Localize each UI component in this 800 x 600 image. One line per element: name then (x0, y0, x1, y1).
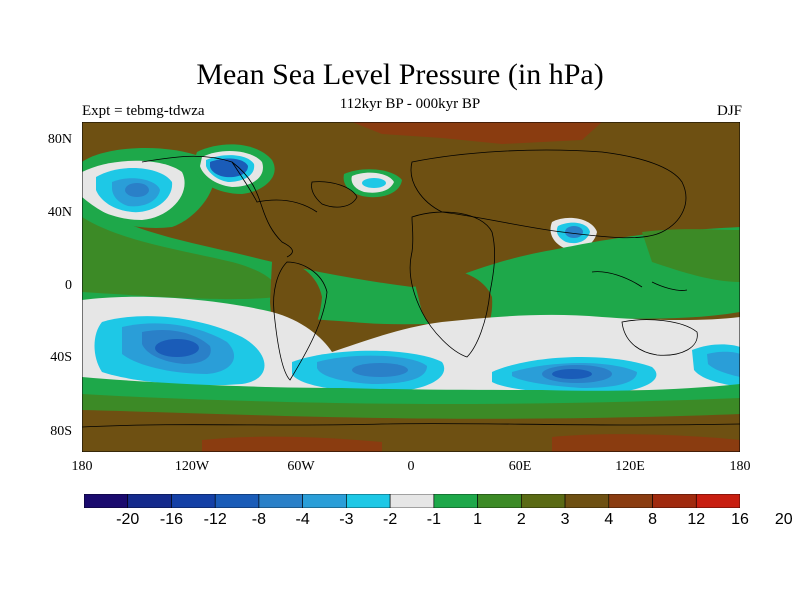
colorbar-tick-label: 2 (516, 511, 526, 528)
lon-label-0: 0 (407, 459, 415, 474)
colorbar-swatch (346, 494, 391, 508)
lat-label-40n: 40N (47, 205, 72, 220)
colorbar-swatch (695, 494, 740, 508)
colorbar-tick-label: -16 (159, 511, 184, 528)
lat-label-40s: 40S (50, 350, 72, 365)
colorbar-tick-label: 4 (604, 511, 614, 528)
colorbar-tick-label: -8 (251, 511, 267, 528)
colorbar-tick-label: -20 (116, 511, 140, 528)
colorbar-swatch (171, 494, 216, 508)
lon-label-180e: 180 (729, 459, 751, 474)
lat-label-80s: 80S (50, 424, 72, 439)
colorbar-tick-label: -2 (383, 511, 398, 528)
colorbar-tick-label: 1 (473, 511, 483, 528)
lon-label-120w: 120W (174, 459, 210, 474)
colorbar-tick-label: 3 (560, 511, 570, 528)
colorbar-swatch (389, 494, 435, 508)
lat-label-80n: 80N (47, 132, 72, 147)
chart-title: Mean Sea Level Pressure (in hPa) (196, 58, 604, 91)
colorbar-tick-label: -1 (426, 511, 441, 528)
lon-label-120e: 120E (615, 459, 645, 474)
colorbar-swatch (84, 494, 129, 508)
chart-subtitle: 112kyr BP - 000kyr BP (339, 96, 481, 112)
colorbar-tick-label: 8 (648, 511, 657, 528)
colorbar-swatch (302, 494, 347, 508)
colorbar-tick-label: -4 (295, 511, 310, 528)
colorbar-tick-label: 16 (731, 511, 749, 528)
colorbar-swatch (127, 494, 172, 508)
colorbar-swatch (652, 494, 697, 508)
season-label: DJF (716, 103, 742, 119)
coastlines (82, 149, 740, 428)
colorbar-tick-label: 20 (774, 511, 793, 528)
colorbar-swatch (214, 494, 260, 508)
colorbar-swatch (477, 494, 522, 508)
arctic-high (352, 122, 602, 144)
colorbar-swatch (521, 494, 566, 508)
colorbar-swatch (608, 494, 653, 508)
colorbar-tick-label: -12 (203, 511, 227, 528)
colorbar-swatch (258, 494, 303, 508)
lon-label-60w: 60W (287, 459, 315, 474)
lon-label-180w: 180 (71, 459, 93, 474)
colorbar-swatch (433, 494, 478, 508)
lon-label-60e: 60E (508, 459, 532, 474)
colorbar-swatch (564, 494, 610, 508)
colorbar-tick-label: 12 (687, 511, 706, 528)
colorbar-tick-label: -3 (339, 511, 354, 528)
pressure-map (82, 122, 740, 452)
experiment-label: Expt = tebmg-tdwza (82, 103, 205, 119)
lat-label-0: 0 (65, 278, 72, 293)
colorbar (84, 494, 740, 508)
